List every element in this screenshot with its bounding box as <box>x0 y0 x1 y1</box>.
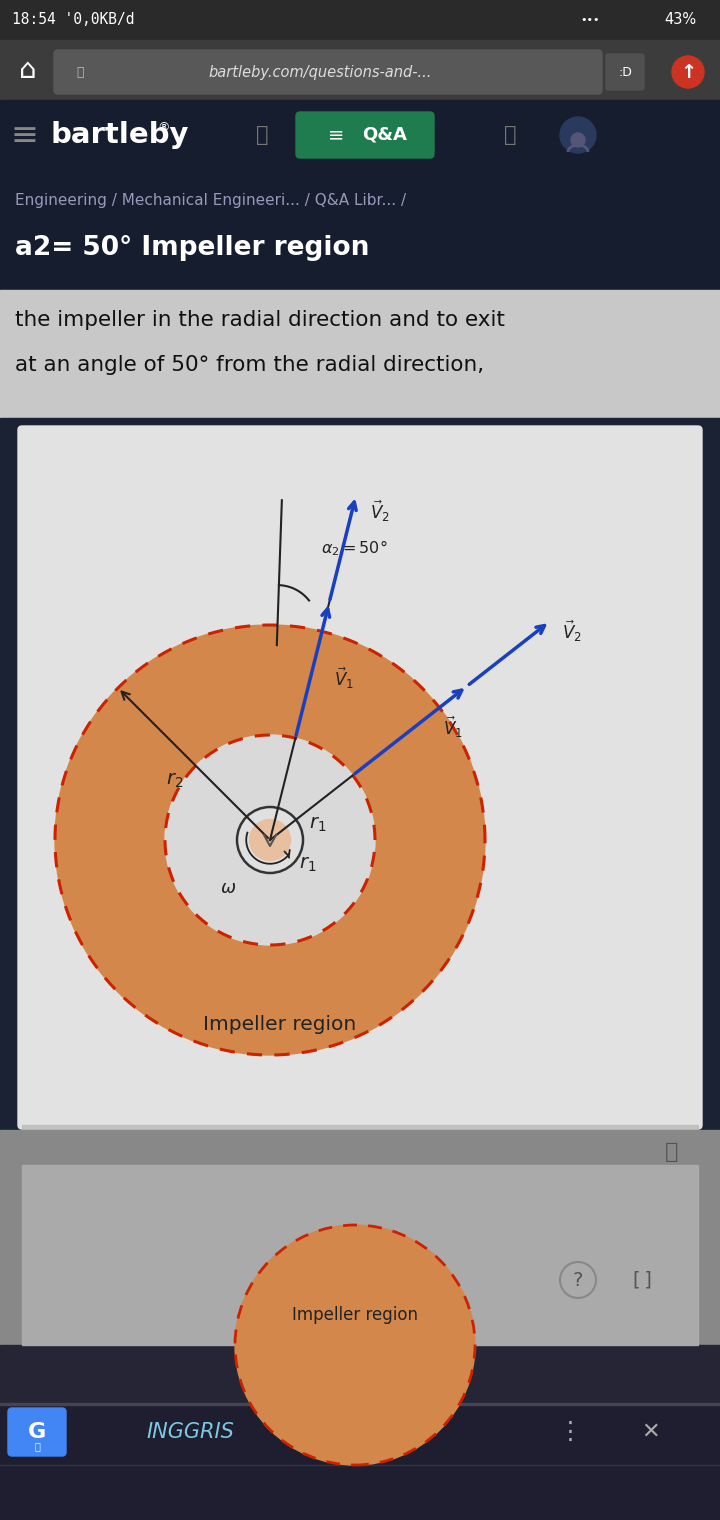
Text: bartleby.com/questions-and-...: bartleby.com/questions-and-... <box>208 64 432 79</box>
Bar <box>22 1164 698 1345</box>
Bar <box>0 1404 720 1520</box>
Bar <box>0 170 720 290</box>
Text: G: G <box>28 1423 46 1442</box>
Text: the impeller in the radial direction and to exit: the impeller in the radial direction and… <box>15 310 505 330</box>
Circle shape <box>165 736 375 945</box>
Circle shape <box>672 56 704 88</box>
Bar <box>0 1403 720 1404</box>
Text: $\vec{V}_2$: $\vec{V}_2$ <box>370 499 390 524</box>
Text: •••: ••• <box>580 15 600 24</box>
Text: Q&A: Q&A <box>363 126 408 144</box>
Text: ≡: ≡ <box>10 119 38 152</box>
FancyBboxPatch shape <box>296 112 434 158</box>
Bar <box>0 100 720 170</box>
Text: ⋮: ⋮ <box>557 1420 582 1444</box>
Text: a2= 50° Impeller region: a2= 50° Impeller region <box>15 236 369 261</box>
Text: Engineering / Mechanical Engineeri... / Q&A Libr... /: Engineering / Mechanical Engineeri... / … <box>15 193 406 208</box>
Text: $r_2$: $r_2$ <box>166 771 184 789</box>
Text: $r_1$: $r_1$ <box>300 856 317 874</box>
FancyBboxPatch shape <box>8 1408 66 1456</box>
Text: ↑: ↑ <box>680 62 696 82</box>
Text: $\omega$: $\omega$ <box>220 879 236 897</box>
Text: $r_1$: $r_1$ <box>310 815 327 833</box>
Text: Impeller region: Impeller region <box>203 1015 356 1035</box>
Bar <box>0 1129 720 1350</box>
Bar <box>0 290 720 420</box>
Text: $\vec{V}_1$: $\vec{V}_1$ <box>334 666 354 692</box>
Text: INDONESIA: INDONESIA <box>312 1423 428 1442</box>
Text: ✕: ✕ <box>641 1423 660 1442</box>
Text: INGGRIS: INGGRIS <box>146 1423 234 1442</box>
Text: 43%: 43% <box>664 12 696 27</box>
Circle shape <box>237 807 303 872</box>
Text: $\vec{V}_1$: $\vec{V}_1$ <box>444 714 463 740</box>
Text: 18:54 '0,0KB/d: 18:54 '0,0KB/d <box>12 12 135 27</box>
Text: $\alpha_2= 50°$: $\alpha_2= 50°$ <box>321 538 388 558</box>
Text: :D: :D <box>618 65 632 79</box>
Bar <box>22 1125 698 1175</box>
Circle shape <box>250 819 290 860</box>
Text: $\vec{V}_2$: $\vec{V}_2$ <box>562 619 582 644</box>
Text: ⤤: ⤤ <box>665 1142 679 1161</box>
Circle shape <box>235 1225 475 1465</box>
Circle shape <box>55 625 485 1055</box>
Text: [ ]: [ ] <box>633 1271 652 1289</box>
Bar <box>0 40 720 100</box>
Bar <box>0 1345 720 1404</box>
FancyBboxPatch shape <box>606 55 644 90</box>
Text: 🔍: 🔍 <box>256 125 269 144</box>
FancyBboxPatch shape <box>54 50 602 94</box>
Text: Impeller region: Impeller region <box>292 1306 418 1324</box>
Circle shape <box>560 117 596 154</box>
Text: 🔒: 🔒 <box>76 65 84 79</box>
Text: 语: 语 <box>34 1441 40 1452</box>
Bar <box>0 418 720 430</box>
Bar <box>0 0 720 40</box>
Text: ≡: ≡ <box>328 126 344 144</box>
Text: ®: ® <box>157 122 169 134</box>
Text: ?: ? <box>573 1271 583 1289</box>
Circle shape <box>571 134 585 147</box>
Text: at an angle of 50° from the radial direction,: at an angle of 50° from the radial direc… <box>15 356 484 375</box>
Text: bartleby: bartleby <box>50 122 189 149</box>
FancyBboxPatch shape <box>18 426 702 1129</box>
Text: ⌂: ⌂ <box>19 56 37 84</box>
Text: 🔔: 🔔 <box>504 125 516 144</box>
